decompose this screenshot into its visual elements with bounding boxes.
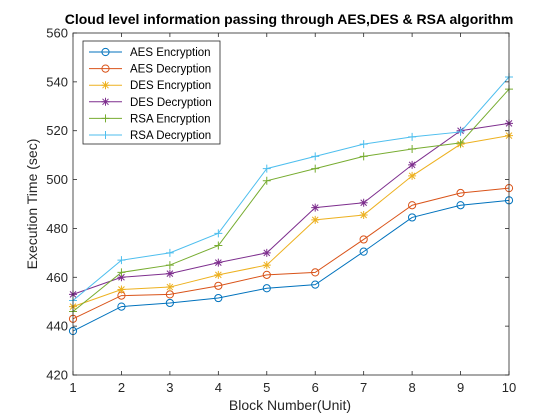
- data-point-rsa-decryption: [214, 229, 223, 238]
- legend-marker: [101, 131, 110, 139]
- legend-marker: [101, 81, 110, 90]
- data-point-aes-encryption: [408, 213, 417, 222]
- data-point-rsa-encryption: [262, 176, 271, 185]
- series-line-aes-decryption: [72, 187, 510, 320]
- series-rsa-encryption: [69, 85, 513, 316]
- data-point-des-encryption: [359, 210, 368, 219]
- y-tick-label: 420: [46, 368, 68, 383]
- x-tick-label: 1: [69, 380, 76, 395]
- legend-marker: [101, 64, 110, 73]
- legend-label: DES Encryption: [130, 80, 211, 92]
- series-line-des-decryption: [72, 122, 510, 295]
- y-tick-label: 460: [46, 270, 68, 285]
- data-point-des-encryption: [262, 261, 271, 270]
- y-tick-label: 540: [46, 74, 68, 89]
- x-tick-label: 7: [360, 380, 367, 395]
- data-point-des-decryption: [262, 248, 271, 257]
- x-axis-label: Block Number(Unit): [229, 397, 351, 413]
- data-point-aes-decryption: [311, 268, 320, 277]
- y-axis-label: Execution Time (sec): [24, 139, 40, 270]
- x-axis: 1 2 3 4 5 6 7 8 9 10: [69, 33, 516, 395]
- data-point-des-decryption: [408, 160, 417, 169]
- series-line-rsa-decryption: [72, 76, 510, 301]
- legend-marker: [101, 47, 110, 57]
- data-point-rsa-decryption: [262, 164, 271, 173]
- legend-marker: [101, 97, 110, 106]
- legend-label: AES Decryption: [130, 64, 211, 76]
- series-line-des-encryption: [72, 135, 510, 308]
- x-tick-label: 4: [215, 380, 222, 395]
- plot-frame: [72, 32, 510, 376]
- data-point-aes-encryption: [359, 247, 368, 256]
- x-tick-label: 5: [263, 380, 270, 395]
- data-point-rsa-encryption: [456, 138, 465, 147]
- data-point-aes-encryption: [117, 302, 126, 311]
- series-line-rsa-encryption: [72, 88, 510, 312]
- data-point-aes-encryption: [456, 201, 465, 210]
- legend-entry-des-decryption: DES Decryption: [89, 97, 212, 109]
- data-point-des-decryption: [165, 269, 174, 278]
- legend-label: DES Decryption: [130, 97, 212, 109]
- data-point-aes-decryption: [456, 188, 465, 198]
- data-point-aes-decryption: [214, 281, 223, 290]
- y-tick-label: 480: [46, 221, 68, 236]
- data-point-aes-decryption: [359, 235, 368, 244]
- data-point-aes-encryption: [311, 280, 320, 289]
- data-point-rsa-decryption: [117, 256, 126, 265]
- legend-entry-des-encryption: DES Encryption: [89, 80, 211, 92]
- data-point-rsa-encryption: [359, 152, 368, 161]
- data-point-rsa-encryption: [117, 268, 126, 277]
- legend-marker: [101, 114, 110, 123]
- legend-label: AES Encryption: [130, 47, 211, 59]
- legend-label: RSA Encryption: [130, 113, 211, 125]
- data-point-aes-decryption: [408, 201, 417, 210]
- data-point-rsa-decryption: [456, 127, 465, 136]
- series-layer: [68, 72, 514, 336]
- data-point-des-decryption: [359, 198, 368, 207]
- data-point-rsa-encryption: [165, 261, 174, 270]
- legend-entry-aes-encryption: AES Encryption: [89, 47, 211, 59]
- data-point-des-encryption: [165, 283, 174, 292]
- x-tick-label: 8: [408, 380, 415, 395]
- data-point-rsa-decryption: [359, 140, 368, 149]
- data-point-rsa-decryption: [165, 248, 174, 257]
- data-point-des-encryption: [408, 171, 417, 180]
- data-point-aes-encryption: [214, 293, 223, 303]
- legend-entry-aes-decryption: AES Decryption: [89, 64, 211, 76]
- data-point-des-encryption: [117, 285, 126, 294]
- x-tick-label: 9: [457, 380, 464, 395]
- series-line-aes-encryption: [72, 199, 510, 332]
- data-point-rsa-decryption: [408, 132, 417, 141]
- x-tick-label: 2: [118, 380, 125, 395]
- chart-title: Cloud level information passing through …: [65, 11, 514, 27]
- legend: AES Encryption AES Decryption DES Encrypti…: [82, 40, 221, 145]
- x-tick-label: 10: [502, 380, 516, 395]
- data-point-rsa-decryption: [311, 152, 320, 161]
- data-point-aes-decryption: [262, 270, 271, 279]
- data-point-des-decryption: [117, 273, 126, 282]
- x-tick-label: 6: [312, 380, 319, 395]
- data-point-des-encryption: [214, 270, 223, 279]
- data-point-rsa-encryption: [214, 241, 223, 250]
- y-tick-label: 500: [46, 172, 68, 187]
- data-point-des-encryption: [311, 215, 320, 224]
- y-axis: 420 440 460 480 500 520 540 560: [46, 26, 509, 383]
- y-tick-label: 560: [46, 26, 68, 41]
- legend-label: RSA Decryption: [130, 130, 211, 142]
- data-point-aes-encryption: [165, 298, 174, 308]
- data-point-des-decryption: [214, 258, 223, 267]
- y-tick-label: 440: [46, 319, 68, 334]
- legend-entry-rsa-decryption: RSA Decryption: [89, 130, 211, 142]
- data-point-rsa-encryption: [408, 145, 417, 154]
- x-tick-label: 3: [166, 380, 173, 395]
- data-point-aes-encryption: [262, 284, 271, 293]
- data-point-rsa-encryption: [311, 164, 320, 173]
- data-point-des-decryption: [311, 203, 320, 212]
- legend-box: [82, 40, 221, 145]
- legend-entry-rsa-encryption: RSA Encryption: [89, 113, 211, 125]
- y-tick-label: 520: [46, 123, 68, 138]
